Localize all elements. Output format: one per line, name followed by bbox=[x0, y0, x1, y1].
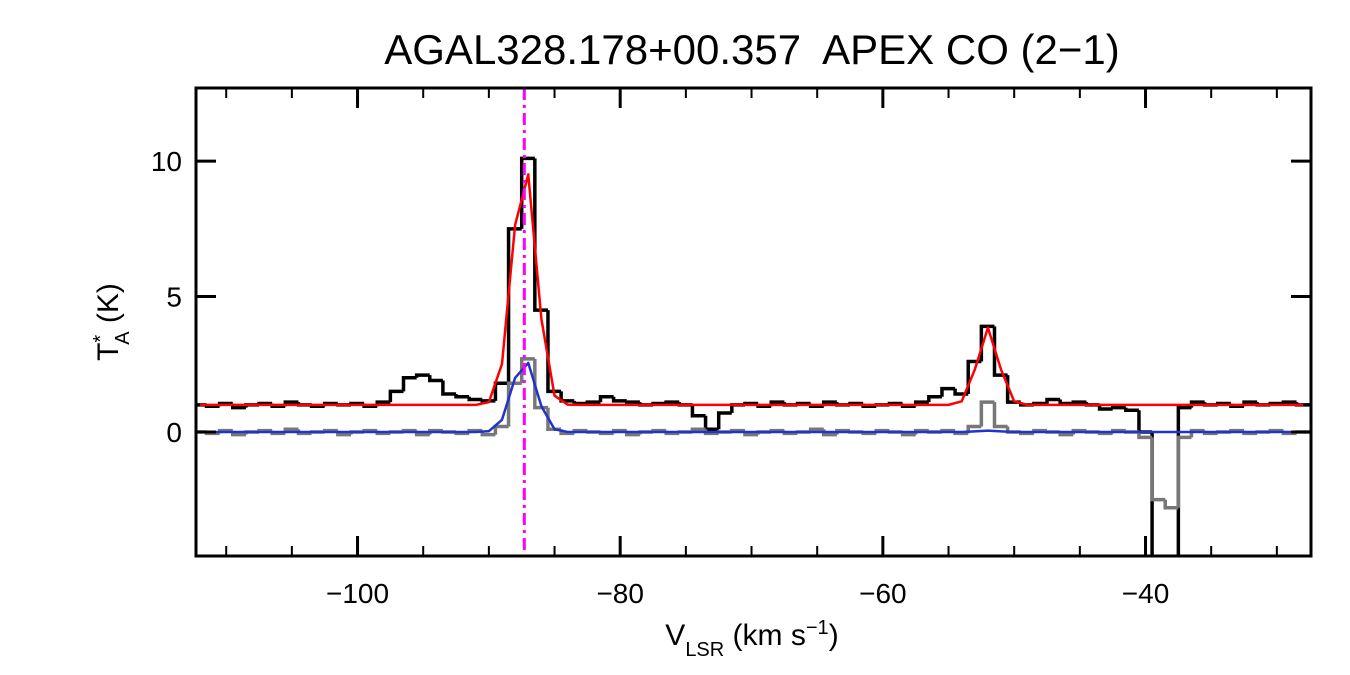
spectrum-step bbox=[611, 396, 627, 403]
spectrum-step bbox=[1176, 405, 1192, 556]
spectrum-step bbox=[703, 415, 719, 431]
spectrum-step bbox=[664, 400, 680, 404]
x-tick-label: −60 bbox=[859, 578, 907, 609]
spectrum-step bbox=[992, 402, 1008, 429]
spectrum-step bbox=[428, 375, 443, 383]
spectrum-step bbox=[533, 358, 548, 410]
plot-area bbox=[196, 88, 1310, 556]
y-label-part: T bbox=[92, 343, 125, 361]
spectrum-step bbox=[1189, 428, 1205, 438]
spectrum-step bbox=[585, 400, 601, 404]
spectrum-step bbox=[546, 407, 562, 431]
chart-title: AGAL328.178+00.357 APEX CO (2−1) bbox=[384, 26, 1120, 73]
fit-line bbox=[199, 361, 1304, 434]
x-tick-label: −40 bbox=[1122, 578, 1170, 609]
spectrum-step bbox=[1058, 399, 1074, 406]
spectrum-step bbox=[625, 400, 640, 404]
spectrum-step bbox=[940, 386, 956, 397]
spectrum-step bbox=[572, 400, 588, 406]
y-label-part: * bbox=[90, 335, 112, 343]
spectrum-step bbox=[519, 156, 535, 229]
spectrum-step bbox=[1071, 428, 1087, 435]
spectrum-step bbox=[454, 394, 470, 399]
spectrum-step bbox=[388, 389, 404, 403]
y-tick-label: 10 bbox=[151, 146, 182, 177]
x-label-part: (km s bbox=[724, 619, 806, 652]
spectrum-step bbox=[493, 424, 509, 435]
x-label-part: ) bbox=[829, 619, 839, 652]
spectrum-step bbox=[546, 310, 562, 394]
spectrum-step bbox=[690, 404, 706, 418]
spectrum-step bbox=[467, 396, 483, 402]
spectrum-step bbox=[480, 399, 496, 403]
spectrum-step bbox=[441, 380, 457, 396]
spectrum-step bbox=[414, 373, 430, 378]
x-axis-label: VLSR (km s−1) bbox=[665, 617, 838, 661]
spectrum-step bbox=[1124, 407, 1139, 413]
plot-frame bbox=[194, 86, 1313, 558]
spectrum-step bbox=[401, 376, 417, 392]
y-label-part: (K) bbox=[92, 283, 125, 331]
spectrum-step bbox=[506, 381, 522, 427]
spectrum-step bbox=[296, 429, 312, 436]
spectrum-step bbox=[493, 381, 509, 401]
spectrum-step bbox=[519, 357, 535, 384]
x-label-part: LSR bbox=[685, 639, 724, 661]
spectrum-step bbox=[1163, 499, 1179, 510]
spectrum-step bbox=[598, 395, 614, 403]
spectrum-step bbox=[979, 400, 995, 427]
y-axis-label: T*A (K) bbox=[90, 283, 134, 361]
spectrum-step bbox=[835, 428, 851, 435]
spectrum-step bbox=[703, 429, 719, 436]
spectrum-step bbox=[1110, 405, 1126, 410]
x-label-part: −1 bbox=[806, 617, 829, 639]
spectrum-step bbox=[506, 227, 522, 384]
spectrum-step bbox=[1097, 404, 1113, 411]
x-tick-label: −100 bbox=[326, 578, 389, 609]
spectrum-step bbox=[533, 158, 548, 312]
fit-line bbox=[199, 173, 1304, 407]
x-tick-label: −80 bbox=[596, 578, 644, 609]
y-tick-label: 5 bbox=[166, 282, 182, 313]
spectrum-step bbox=[927, 395, 942, 403]
spectrum-step bbox=[1137, 431, 1153, 440]
spectrum-step bbox=[1137, 410, 1153, 434]
spectrum-step bbox=[716, 411, 732, 430]
x-label-part: V bbox=[665, 619, 685, 652]
spectrum-step bbox=[1176, 435, 1192, 508]
spectrum-step bbox=[913, 428, 929, 435]
spectrum-step bbox=[1071, 400, 1087, 404]
spectrum-step bbox=[1045, 397, 1061, 404]
y-label-part: A bbox=[112, 331, 134, 345]
spectrum-step bbox=[1281, 400, 1297, 404]
spectrum-step bbox=[428, 428, 443, 435]
spectrum-step bbox=[559, 391, 575, 403]
spectrum-step bbox=[1150, 437, 1166, 502]
y-tick-label: 0 bbox=[166, 417, 182, 448]
